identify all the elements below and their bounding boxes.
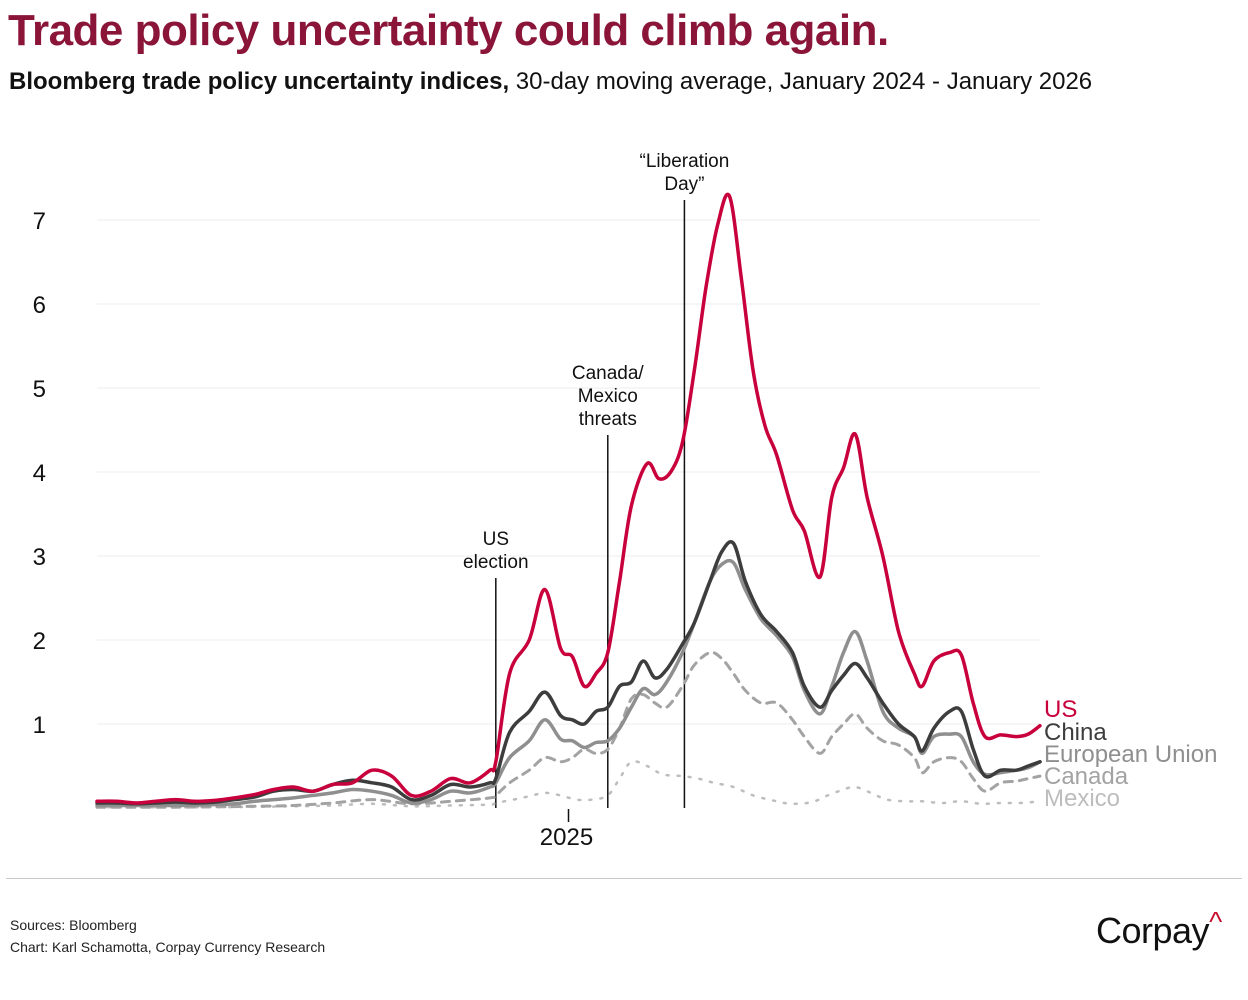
annotation-label: “Liberation xyxy=(640,151,730,172)
annotation-label: threats xyxy=(579,409,637,430)
corpay-logo: Corpay^ xyxy=(1096,906,1222,952)
y-tick-label: 2 xyxy=(33,628,46,655)
legend-label-european-union: European Union xyxy=(1044,741,1217,768)
annotation-label: election xyxy=(463,552,529,573)
y-tick-label: 5 xyxy=(33,376,46,403)
annotation-label: US xyxy=(483,529,509,550)
y-axis: 1 2 3 4 5 6 7 xyxy=(33,208,46,739)
series-line-china xyxy=(95,540,1042,806)
sources-note: Sources: Bloomberg xyxy=(10,917,137,933)
series-lines xyxy=(95,192,1042,809)
footer-divider xyxy=(6,878,1242,879)
chart-subtitle: Bloomberg trade policy uncertainty indic… xyxy=(9,68,1092,96)
annotation-label: Day” xyxy=(664,174,704,195)
series-line-european-union xyxy=(95,558,1042,808)
legend-label-mexico: Mexico xyxy=(1044,785,1120,812)
chart-title: Trade policy uncertainty could climb aga… xyxy=(8,6,889,55)
series-line-canada xyxy=(95,650,1042,809)
annotation-label: Mexico xyxy=(578,386,638,407)
logo-text: Corpay xyxy=(1096,910,1210,951)
y-tick-label: 6 xyxy=(33,292,46,319)
subtitle-bold: Bloomberg trade policy uncertainty indic… xyxy=(9,68,510,95)
annotation-label: Canada/ xyxy=(572,363,645,384)
caret-icon: ^ xyxy=(1209,906,1222,937)
y-tick-label: 7 xyxy=(33,208,46,235)
footer: Sources: Bloomberg Chart: Karl Schamotta… xyxy=(10,914,325,958)
x-tick-label: 2025 xyxy=(540,824,593,851)
legend-label-china: China xyxy=(1044,719,1107,746)
series-line-us xyxy=(95,192,1042,805)
y-tick-label: 3 xyxy=(33,544,46,571)
gridlines xyxy=(97,219,1040,725)
subtitle-rest: 30-day moving average, January 2024 - Ja… xyxy=(509,68,1093,95)
y-tick-label: 1 xyxy=(33,712,46,739)
chart-credit: Chart: Karl Schamotta, Corpay Currency R… xyxy=(10,939,326,955)
legend-label-canada: Canada xyxy=(1044,763,1129,790)
series-line-mexico xyxy=(95,760,1042,809)
legend-label-us: US xyxy=(1044,696,1077,723)
y-tick-label: 4 xyxy=(33,460,46,487)
x-axis: 2025 xyxy=(540,809,593,851)
